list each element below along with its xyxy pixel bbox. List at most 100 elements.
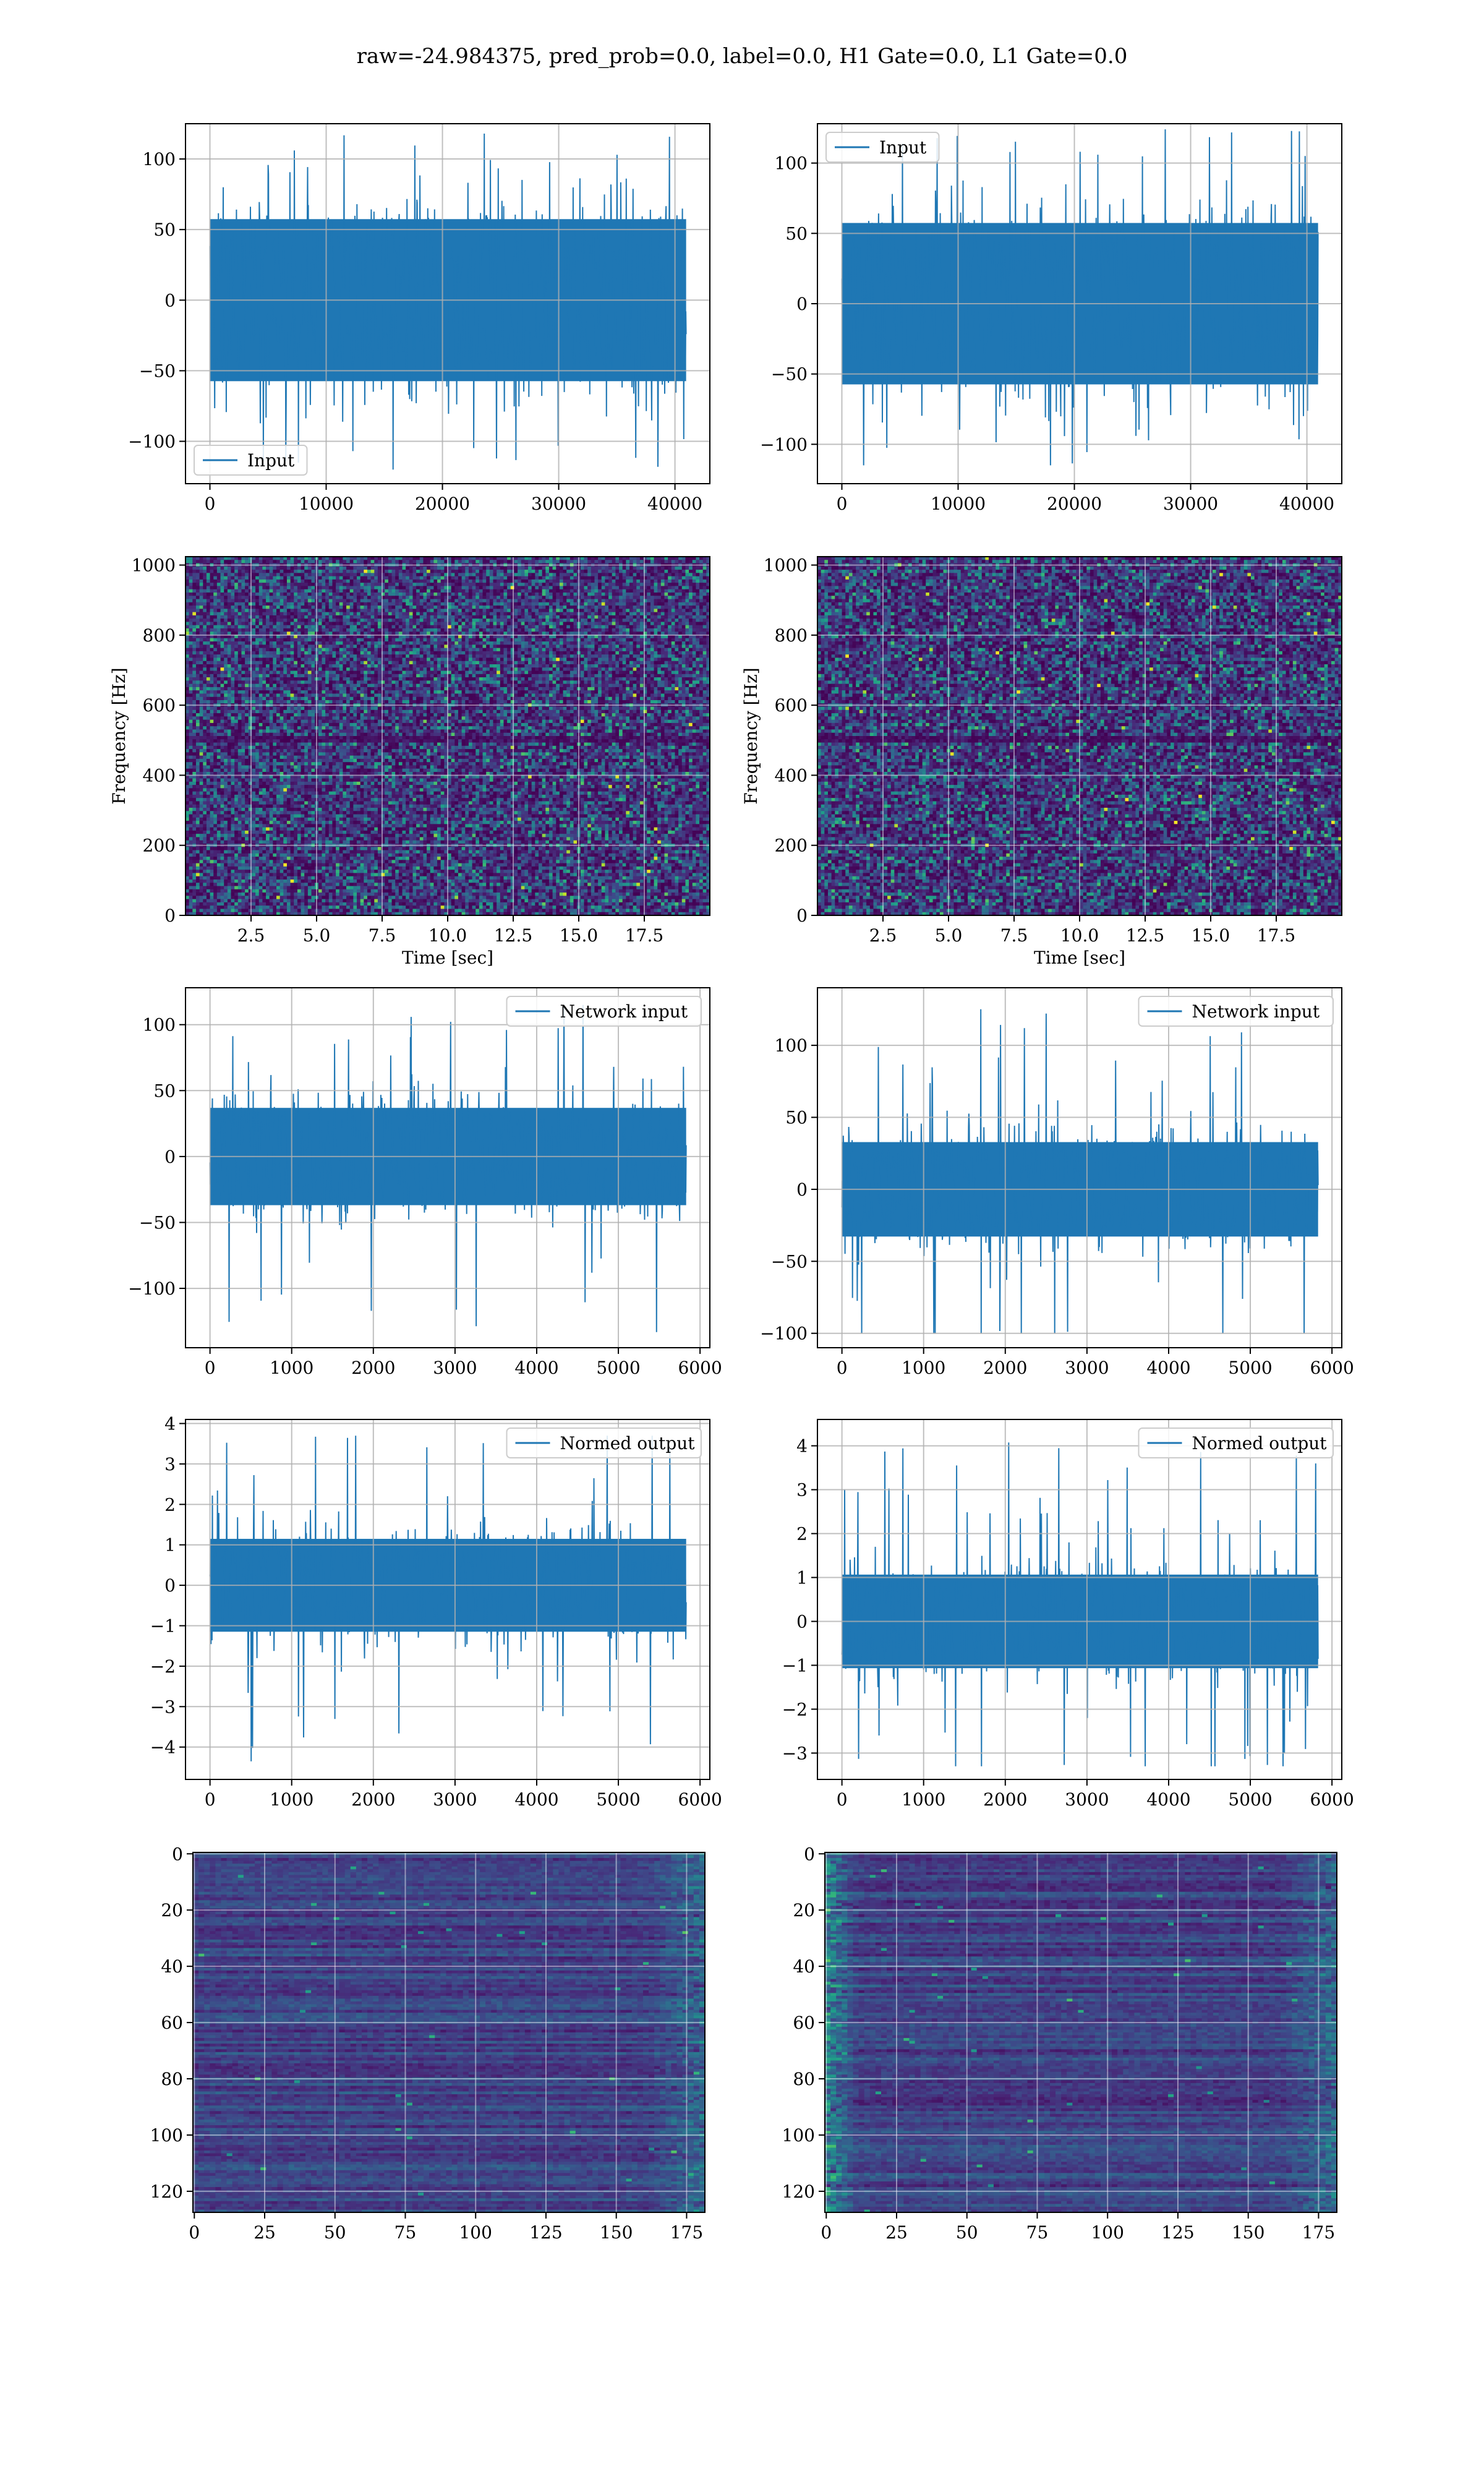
heatmap-cell [378,570,382,573]
heatmap-cell [490,586,493,589]
heatmap-cell [196,589,200,593]
heatmap-cell [678,576,682,580]
heatmap-cell [395,602,399,606]
heatmap-cell [308,573,312,576]
heatmap-cell [685,596,689,599]
heatmap-cell [392,589,396,593]
heatmap-cell [587,589,591,593]
heatmap-cell [403,589,406,593]
heatmap-cell [462,567,466,570]
heatmap-cell [245,567,249,570]
heatmap-cell [318,593,322,596]
heatmap-cell [493,573,497,576]
heatmap-cell [273,576,276,580]
heatmap-cell [291,599,294,603]
heatmap-cell [283,573,287,576]
heatmap-cell [238,583,242,586]
heatmap-cell [287,606,291,609]
heatmap-cell [454,586,458,589]
heatmap-cell [696,583,699,586]
heatmap-cell [682,596,686,599]
heatmap-cell [623,586,626,589]
heatmap-cell [503,576,507,580]
heatmap-cell [322,596,325,599]
heatmap-cell [217,570,221,573]
heatmap-cell [535,586,539,589]
heatmap-cell [252,589,255,593]
heatmap-cell [566,576,570,580]
heatmap-cell [518,570,521,573]
heatmap-cell [511,596,514,599]
heatmap-cell [433,593,437,596]
heatmap-cell [234,570,238,573]
heatmap-cell [441,567,445,570]
heatmap-cell [374,589,378,593]
heatmap-cell [228,583,231,586]
heatmap-cell [570,573,574,576]
heatmap-cell [668,586,672,589]
heatmap-cell [280,570,284,573]
heatmap-cell [689,589,693,593]
heatmap-cell [493,586,497,589]
heatmap-cell [189,596,193,599]
heatmap-cell [259,567,263,570]
heatmap-cell [570,567,574,570]
heatmap-cell [703,570,707,573]
heatmap-cell [633,580,637,583]
heatmap-cell [693,583,696,586]
heatmap-cell [403,570,406,573]
heatmap-cell [346,596,350,599]
heatmap-cell [689,599,693,603]
heatmap-cell [196,596,200,599]
heatmap-cell [587,602,591,606]
heatmap-cell [535,576,539,580]
heatmap-cell [619,596,623,599]
heatmap-cell [696,596,699,599]
heatmap-cell [385,560,388,563]
heatmap-cell [682,570,686,573]
heatmap-cell [304,570,308,573]
heatmap-cell [454,573,458,576]
y-tick-label: 100 [775,153,808,174]
heatmap-cell [427,586,430,589]
heatmap-cell [475,560,479,563]
heatmap-cell [213,599,217,603]
heatmap-cell [636,586,640,589]
heatmap-cell [605,580,608,583]
heatmap-cell [308,580,312,583]
heatmap-cell [312,586,315,589]
heatmap-cell [581,599,584,603]
heatmap-cell [385,602,388,606]
heatmap-cell [280,606,284,609]
heatmap-cell [224,602,228,606]
heatmap-cell [409,570,413,573]
heatmap-cell [312,580,315,583]
heatmap-cell [325,593,329,596]
heatmap-cell [475,589,479,593]
heatmap-cell [626,570,629,573]
heatmap-cell [308,596,312,599]
heatmap-cell [270,599,273,603]
heatmap-cell [640,576,644,580]
heatmap-cell [388,593,392,596]
heatmap-cell [367,606,371,609]
heatmap-cell [395,589,399,593]
heatmap-cell [539,602,542,606]
heatmap-cell [318,567,322,570]
heatmap-cell [392,606,396,609]
heatmap-cell [619,586,623,589]
heatmap-cell [493,583,497,586]
heatmap-cell [262,602,266,606]
heatmap-cell [497,589,500,593]
heatmap-cell [336,586,339,589]
heatmap-cell [685,602,689,606]
heatmap-cell [294,596,297,599]
heatmap-cell [675,560,678,563]
heatmap-cell [294,583,297,586]
heatmap-cell [217,560,221,563]
heatmap-cell [416,596,420,599]
heatmap-cell [570,576,574,580]
heatmap-cell [490,593,493,596]
heatmap-cell [518,596,521,599]
heatmap-cell [483,570,487,573]
